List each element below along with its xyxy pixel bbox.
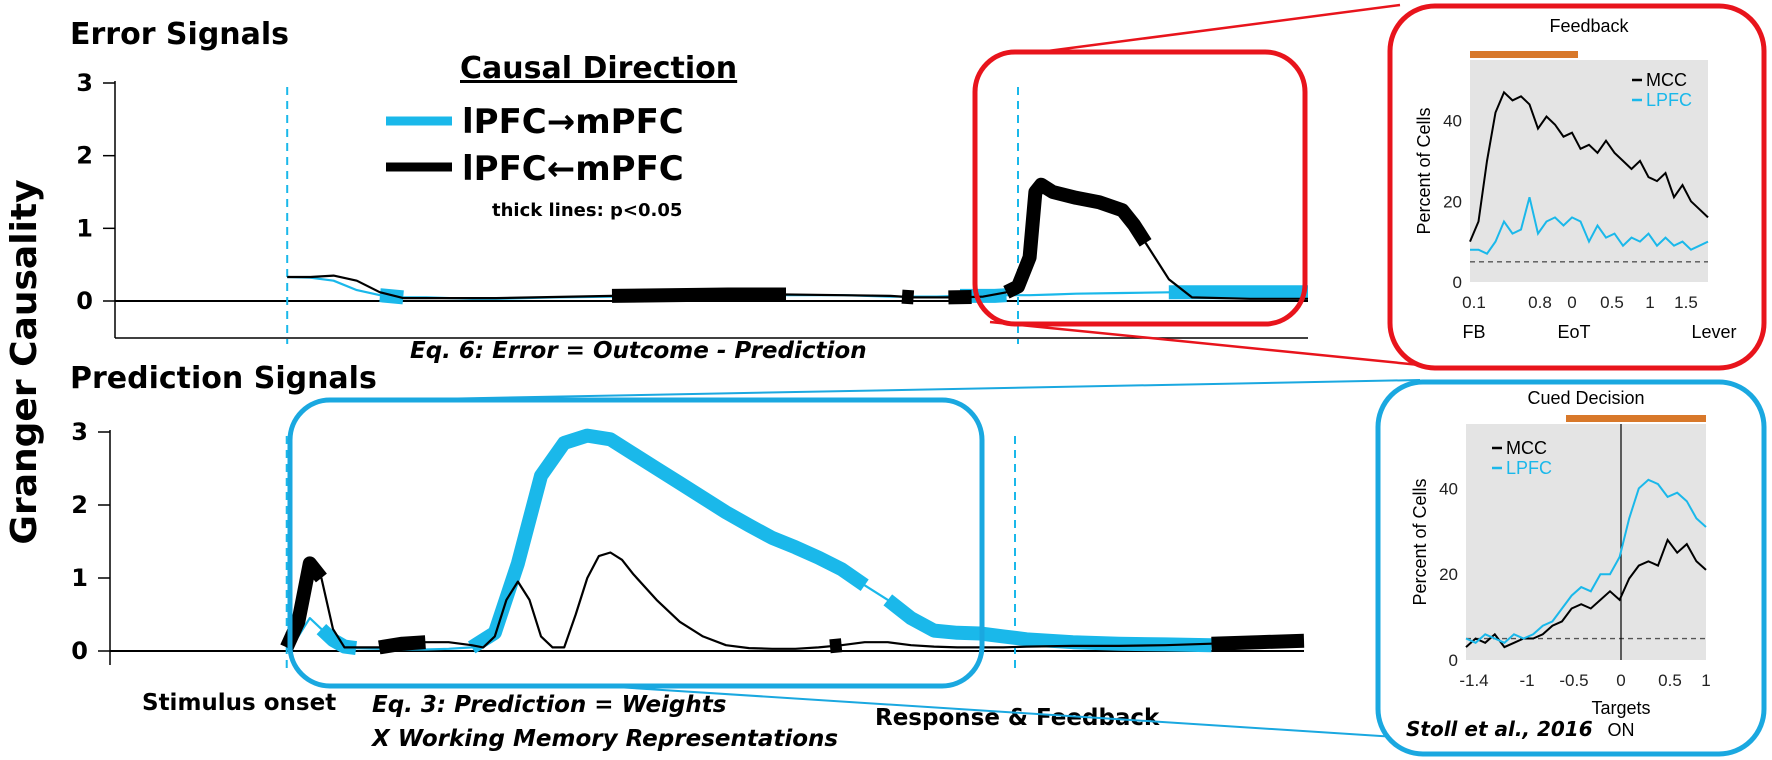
inset-x-tick-label: 1 (1645, 293, 1654, 312)
inset-x-tick-label: -1.4 (1459, 671, 1488, 690)
inset-event-label: Lever (1691, 322, 1736, 342)
eq6-label: Eq. 6: Error = Outcome - Prediction (410, 338, 867, 364)
inset-title: Cued Decision (1527, 388, 1644, 408)
significance-bar (1470, 51, 1578, 58)
legend-note: thick lines: p<0.05 (492, 200, 682, 221)
prediction-plot-lines (280, 428, 1305, 656)
series-lpfc-to-mpfc-significant (883, 594, 1212, 653)
prediction-panel-title: Prediction Signals (70, 361, 377, 396)
inset-x-tick-label: 0.5 (1600, 293, 1624, 312)
y-tick-label: 1 (71, 564, 88, 592)
legend-label-mpfc-lpfc: lPFC←mPFC (462, 149, 684, 189)
prediction-highlight-box (287, 397, 985, 689)
series-mpfc-to-lpfc-significant (1211, 633, 1305, 651)
inset-event-label: ON (1608, 720, 1635, 740)
citation: Stoll et al., 2016 (1406, 717, 1593, 741)
series-mpfc-to-lpfc-significant (611, 287, 786, 303)
inset-y-tick-label: 0 (1453, 273, 1462, 292)
inset-x-tick-label: 0.1 (1462, 293, 1486, 312)
inset-event-label: EoT (1557, 322, 1590, 342)
inset-x-tick-label: 0.8 (1528, 293, 1552, 312)
series-mpfc-to-lpfc-line (285, 551, 1305, 650)
inset-x-tick-label: -0.5 (1559, 671, 1588, 690)
inset-series-mcc (1465, 537, 1707, 649)
prediction-plot-axes: 0 1 2 3 (71, 418, 1304, 671)
y-tick-label: 1 (76, 214, 93, 242)
inset-y-tick-label: 20 (1439, 565, 1458, 584)
inset-x-tick-label: -1 (1519, 671, 1534, 690)
error-highlight (972, 3, 1451, 370)
series-mpfc-to-lpfc-significant (378, 635, 426, 655)
inset-series-lpfc (1470, 196, 1709, 255)
inset-event-label: Targets (1591, 698, 1650, 718)
inset-x-tick-label: 0 (1567, 293, 1576, 312)
inset-y-tick-label: 0 (1449, 651, 1458, 670)
inset-y-axis-title: Percent of Cells (1410, 478, 1430, 605)
inset-x-tick-label: 0 (1616, 671, 1625, 690)
cued-decision-inset: Cued Decision 0 20 40 Percent of Cells MCCLPF… (1410, 388, 1711, 740)
stimulus-onset-label: Stimulus onset (142, 690, 336, 716)
inset-y-tick-label: 40 (1443, 112, 1462, 131)
inset-series-lpfc (1465, 478, 1707, 644)
series-lpfc-to-mpfc-significant (467, 428, 869, 654)
significance-bar (1566, 415, 1706, 422)
error-highlight-box (972, 49, 1308, 327)
legend: Causal Direction lPFC→mPFC lPFC←mPFC thi… (386, 51, 737, 221)
inset-legend-label: LPFC (1646, 90, 1692, 110)
series-mpfc-to-lpfc-line (287, 183, 1308, 300)
inset-title: Feedback (1549, 16, 1629, 36)
inset-y-axis-title: Percent of Cells (1414, 107, 1434, 234)
legend-label-lpfc-mpfc: lPFC→mPFC (462, 102, 684, 142)
prediction-highlight (287, 379, 1421, 739)
response-feedback-label: Response & Feedback (875, 705, 1160, 731)
y-tick-label: 0 (76, 287, 93, 315)
prediction-connector-top (379, 379, 1421, 401)
prediction-connector-bottom (599, 685, 1413, 739)
y-tick-label: 0 (71, 637, 88, 665)
inset-event-label: FB (1462, 322, 1485, 342)
error-plot-lines (287, 177, 1308, 305)
series-mpfc-to-lpfc-significant (829, 638, 843, 654)
y-tick-label: 3 (71, 418, 88, 446)
inset-y-tick-label: 40 (1439, 479, 1458, 498)
legend-title: Causal Direction (460, 51, 737, 86)
error-connector-top (1039, 3, 1401, 54)
eq3-label-line2: X Working Memory Representations (370, 726, 838, 752)
inset-y-tick-label: 20 (1443, 192, 1462, 211)
inset-x-tick-label: 1.5 (1674, 293, 1698, 312)
y-axis-title: Granger Causality (4, 179, 45, 544)
inset-x-tick-label: 0.5 (1658, 671, 1682, 690)
inset-legend-label: MCC (1646, 70, 1687, 90)
y-tick-label: 3 (76, 69, 93, 97)
inset-legend-label: MCC (1506, 438, 1547, 458)
y-tick-label: 2 (76, 142, 93, 170)
inset-x-tick-label: 1 (1701, 671, 1710, 690)
series-mpfc-to-lpfc-significant (1003, 177, 1152, 299)
error-panel-title: Error Signals (70, 17, 289, 52)
series-mpfc-to-lpfc-significant (901, 289, 915, 305)
error-connector-bottom (989, 320, 1451, 370)
inset-legend-label: LPFC (1506, 458, 1552, 478)
eq3-label-line1: Eq. 3: Prediction = Weights (372, 692, 726, 718)
inset-series-mcc (1469, 90, 1709, 242)
y-tick-label: 2 (71, 491, 88, 519)
